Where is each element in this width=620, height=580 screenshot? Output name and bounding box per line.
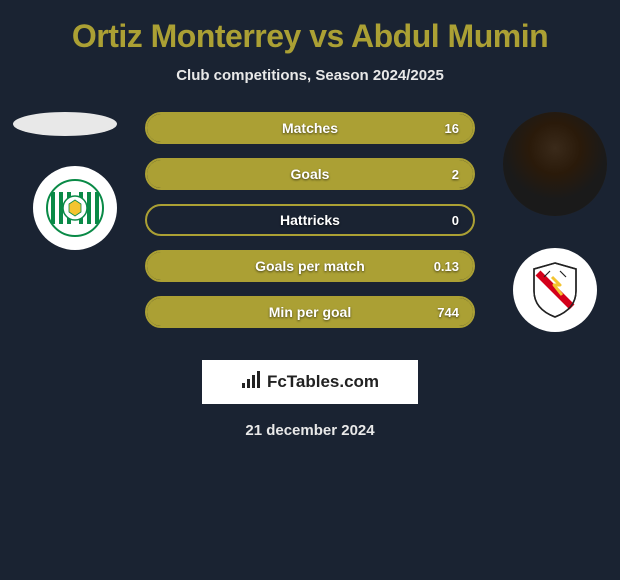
- page-title: Ortiz Monterrey vs Abdul Mumin: [5, 18, 615, 55]
- rayo-crest-icon: [530, 261, 580, 319]
- stat-right-value: 744: [437, 305, 459, 320]
- stat-right-value: 0.13: [434, 259, 459, 274]
- chart-icon: [241, 371, 263, 394]
- stat-label: Min per goal: [269, 304, 351, 320]
- betis-crest-icon: [45, 178, 105, 238]
- stat-row: Min per goal 744: [145, 296, 475, 328]
- stat-label: Matches: [282, 120, 338, 136]
- stat-row: Goals per match 0.13: [145, 250, 475, 282]
- stat-row: Matches 16: [145, 112, 475, 144]
- date-text: 21 december 2024: [5, 422, 615, 439]
- branding-box: FcTables.com: [202, 360, 418, 404]
- stat-label: Hattricks: [280, 212, 340, 228]
- stat-label: Goals per match: [255, 258, 365, 274]
- team-right-crest: [513, 248, 597, 332]
- player-left-avatar: [13, 112, 117, 136]
- stat-row: Hattricks 0: [145, 204, 475, 236]
- stat-right-value: 0: [452, 213, 459, 228]
- subtitle: Club competitions, Season 2024/2025: [5, 67, 615, 84]
- branding-text: FcTables.com: [267, 372, 379, 392]
- stat-label: Goals: [291, 166, 330, 182]
- stat-right-value: 2: [452, 167, 459, 182]
- comparison-card: Ortiz Monterrey vs Abdul Mumin Club comp…: [0, 0, 620, 449]
- stats-list: Matches 16 Goals 2 Hattricks 0 Goals per…: [145, 112, 475, 342]
- stat-right-value: 16: [445, 121, 459, 136]
- stat-row: Goals 2: [145, 158, 475, 190]
- team-left-crest: [33, 166, 117, 250]
- main-area: Matches 16 Goals 2 Hattricks 0 Goals per…: [5, 112, 615, 342]
- player-right-avatar: [503, 112, 607, 216]
